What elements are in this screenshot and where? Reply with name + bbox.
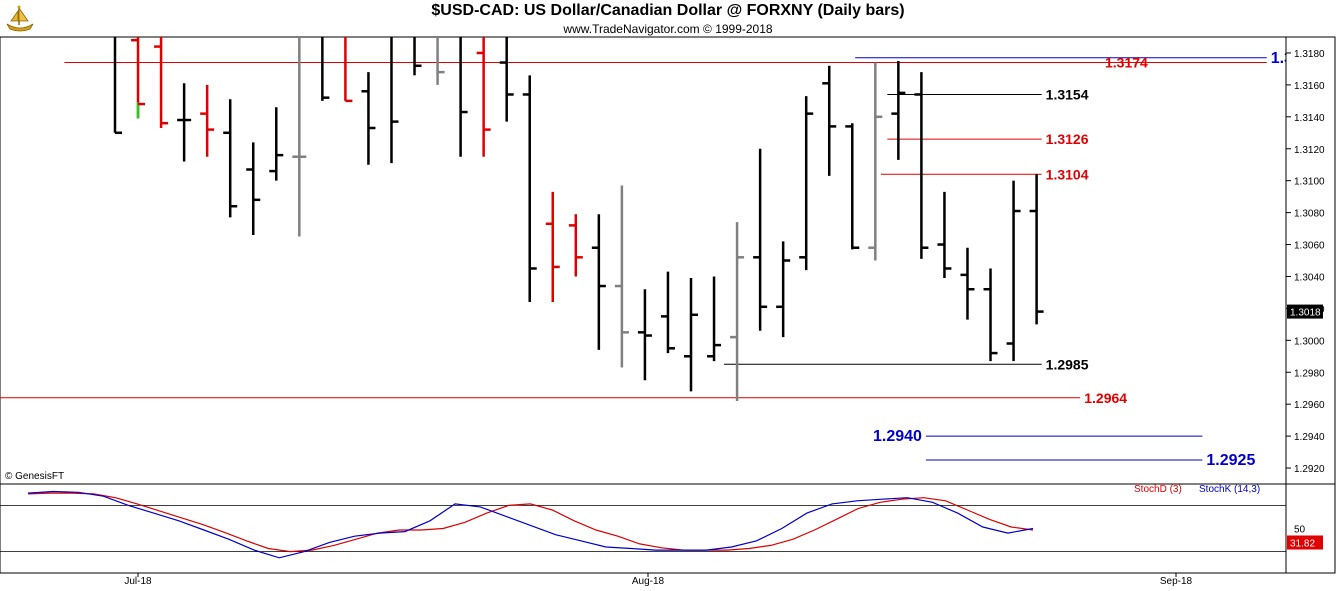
legend-stoch-k: StochK (14,3) <box>1199 484 1260 495</box>
price-tick-label: 1.3080 <box>1294 209 1325 220</box>
price-plot-area <box>0 36 1287 485</box>
last-price-marker <box>1287 304 1323 319</box>
level-label: 1.3104 <box>1046 166 1089 182</box>
stochastic-plot-area <box>0 483 1287 574</box>
price-panel <box>0 36 1287 485</box>
stochastic-panel: 50 31.82 StochD (3) StochK (14,3) <box>0 483 1336 574</box>
stochastic-last-label: 31.82 <box>1290 538 1315 549</box>
price-tick-label: 1.3160 <box>1294 81 1325 92</box>
price-tick-label: 1.2920 <box>1294 464 1325 475</box>
price-tick-label: 1.3040 <box>1294 272 1325 283</box>
level-label: 1.2964 <box>1084 390 1127 406</box>
stochastic-axis-box <box>1285 483 1336 574</box>
level-label: 1.3174 <box>1105 55 1148 71</box>
level-label: 1.3154 <box>1046 86 1089 102</box>
price-tick-label: 1.3120 <box>1294 145 1325 156</box>
level-label: 1.2925 <box>1206 452 1255 469</box>
price-tick-label: 1.3180 <box>1294 49 1325 60</box>
date-tick-label: Sep-18 <box>1160 576 1193 587</box>
level-label: 1.2985 <box>1046 356 1089 372</box>
stochastic-tick-label: 50 <box>1294 525 1306 536</box>
last-price-label: 1.3018 <box>1290 308 1321 319</box>
price-tick-label: 1.2940 <box>1294 432 1325 443</box>
price-tick-label: 1.3000 <box>1294 336 1325 347</box>
gold-ship-logo-icon <box>6 5 34 32</box>
stochastic-last-marker <box>1287 535 1323 550</box>
level-label: 1.3126 <box>1046 131 1089 147</box>
chart-subtitle: www.TradeNavigator.com © 1999-2018 <box>563 22 773 36</box>
level-label: 1.2940 <box>873 428 922 445</box>
price-axis-box <box>1285 36 1336 485</box>
price-axis: 1.3180 1.3160 1.3140 1.3120 1.3100 1.3080 1.30… <box>1285 36 1336 485</box>
ohlc-bars <box>113 37 1044 401</box>
stoch-k-line <box>27 490 1034 559</box>
date-tick-label: Jul-18 <box>124 576 152 587</box>
price-tick-label: 1.2980 <box>1294 368 1325 379</box>
price-tick-label: 1.3140 <box>1294 113 1325 124</box>
chart-title: $USD-CAD: US Dollar/Canadian Dollar @ FO… <box>431 2 905 19</box>
legend-stoch-d: StochD (3) <box>1134 484 1182 495</box>
stoch-d-line <box>27 492 1034 553</box>
price-tick-label: 1.3060 <box>1294 241 1325 252</box>
date-tick-label: Aug-18 <box>632 576 665 587</box>
price-tick-label: 1.2960 <box>1294 400 1325 411</box>
price-tick-label: 1.3100 <box>1294 177 1325 188</box>
copyright-text: © GenesisFT <box>5 471 64 482</box>
date-axis: Jul-18 Aug-18 Sep-18 <box>124 573 1193 587</box>
